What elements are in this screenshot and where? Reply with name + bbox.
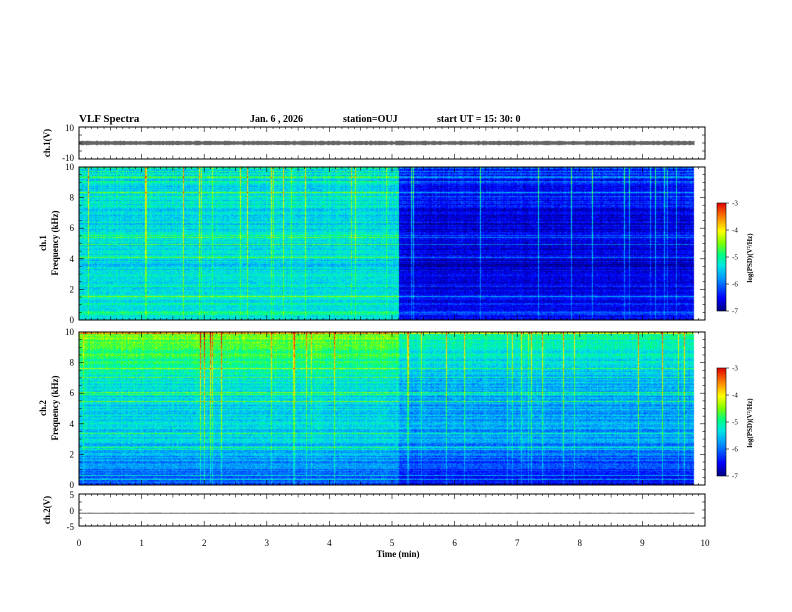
ch2-spectrogram-ticks	[78, 331, 706, 486]
y-tick-label: 10	[65, 327, 75, 337]
ch2-spectrogram-image	[79, 332, 705, 485]
ch1-colorbar: -3 -4 -5 -6 -7 log(PSD)(V²/Hz)	[716, 200, 754, 316]
ch1-channel-label: ch.1	[38, 235, 48, 251]
colorbar-tick-label: -4	[732, 392, 738, 400]
date-label: Jan. 6 , 2026	[250, 114, 303, 125]
y-tick-label: 8	[70, 358, 75, 368]
start-time-label: start UT = 15: 30: 0	[437, 114, 521, 125]
ch2-colorbar: -3 -4 -5 -6 -7 log(PSD)(V²/Hz)	[716, 365, 754, 481]
ch1-colorbar-label: log(PSD)(V²/Hz)	[746, 233, 754, 283]
y-tick-label: 8	[70, 193, 75, 203]
x-tick-label: 3	[265, 538, 270, 548]
ch2-ytick-bottom: -5	[67, 522, 75, 532]
ch1-spectrogram-image-holder	[79, 167, 705, 320]
ch2-frequency-label: Frequency (kHz)	[50, 375, 60, 440]
ch2-waveform-ticks	[78, 493, 706, 527]
colorbar-tick-label: -4	[732, 227, 738, 235]
ch2-waveform-panel: 5 0 -5 ch.2(V)	[42, 490, 706, 532]
ch1-ytick-top: 10	[65, 123, 75, 133]
ch2-waveform-trace	[78, 512, 695, 514]
ch2-spectrogram-image-holder	[79, 332, 705, 485]
x-tick-label: 4	[327, 538, 332, 548]
ch1-colorbar-gradient	[716, 202, 727, 312]
x-tick-label: 6	[452, 538, 457, 548]
ch2-spectrogram-ytick-labels: 0 2 4 6 8 10	[65, 327, 75, 490]
ch1-frequency-label: Frequency (kHz)	[50, 210, 60, 275]
y-tick-label: 0	[70, 315, 75, 325]
ch1-spectrogram-ticks	[78, 166, 706, 321]
ch1-spectrogram-ytick-labels: 0 2 4 6 8 10	[65, 162, 75, 325]
ch1-ytick-bottom: -10	[62, 153, 74, 163]
x-tick-label: 10	[701, 538, 711, 548]
colorbar-tick-label: -3	[732, 365, 738, 373]
colorbar-tick-label: -6	[732, 281, 738, 289]
ch2-waveform-ylabel: ch.2(V)	[42, 496, 52, 524]
ch2-colorbar-ticks: -3 -4 -5 -6 -7	[726, 365, 738, 481]
ch2-ytick-top: 5	[70, 490, 75, 500]
x-tick-label: 1	[139, 538, 144, 548]
x-tick-label: 9	[640, 538, 645, 548]
x-tick-label: 8	[578, 538, 583, 548]
x-tick-label: 2	[202, 538, 207, 548]
y-tick-label: 2	[70, 284, 75, 294]
ch1-waveform-ylabel: ch.1(V)	[42, 129, 52, 157]
colorbar-tick-label: -7	[732, 308, 738, 316]
ch2-spectrogram-panel: 0 2 4 6 8 10 ch.2 Frequency (kHz)	[38, 327, 706, 490]
ch2-channel-label: ch.2	[38, 400, 48, 416]
figure-title: VLF Spectra	[79, 113, 140, 125]
y-tick-label: 4	[70, 254, 75, 264]
ch1-spectrogram-image	[79, 167, 705, 320]
colorbar-tick-label: -6	[732, 446, 738, 454]
x-tick-label: 0	[77, 538, 82, 548]
colorbar-tick-label: -5	[732, 254, 738, 262]
station-label: station=OUJ	[343, 114, 398, 125]
x-tick-label: 7	[515, 538, 520, 548]
ch2-colorbar-gradient	[716, 367, 727, 477]
colorbar-tick-label: -7	[732, 473, 738, 481]
colorbar-tick-label: -3	[732, 200, 738, 208]
ch1-spectrogram-panel: 0 2 4 6 8 10 ch.1 Frequency (kHz)	[38, 162, 706, 325]
y-tick-label: 6	[70, 388, 75, 398]
ch2-ytick-middle: 0	[70, 506, 75, 516]
ch1-waveform-ticks	[78, 126, 706, 160]
ch1-colorbar-ticks: -3 -4 -5 -6 -7	[726, 200, 738, 316]
x-axis-tick-labels: 0 1 2 3 4 5 6 7 8 9 10	[77, 538, 710, 548]
y-tick-label: 2	[70, 449, 75, 459]
y-tick-label: 0	[70, 480, 75, 490]
colorbar-tick-label: -5	[732, 419, 738, 427]
x-tick-label: 5	[390, 538, 395, 548]
x-axis-label: Time (min)	[376, 549, 419, 559]
ch2-colorbar-label: log(PSD)(V²/Hz)	[746, 398, 754, 448]
y-tick-label: 6	[70, 223, 75, 233]
y-tick-label: 10	[65, 162, 75, 172]
ch1-waveform-panel: 10 -10 ch.1(V)	[42, 123, 706, 163]
y-tick-label: 4	[70, 419, 75, 429]
